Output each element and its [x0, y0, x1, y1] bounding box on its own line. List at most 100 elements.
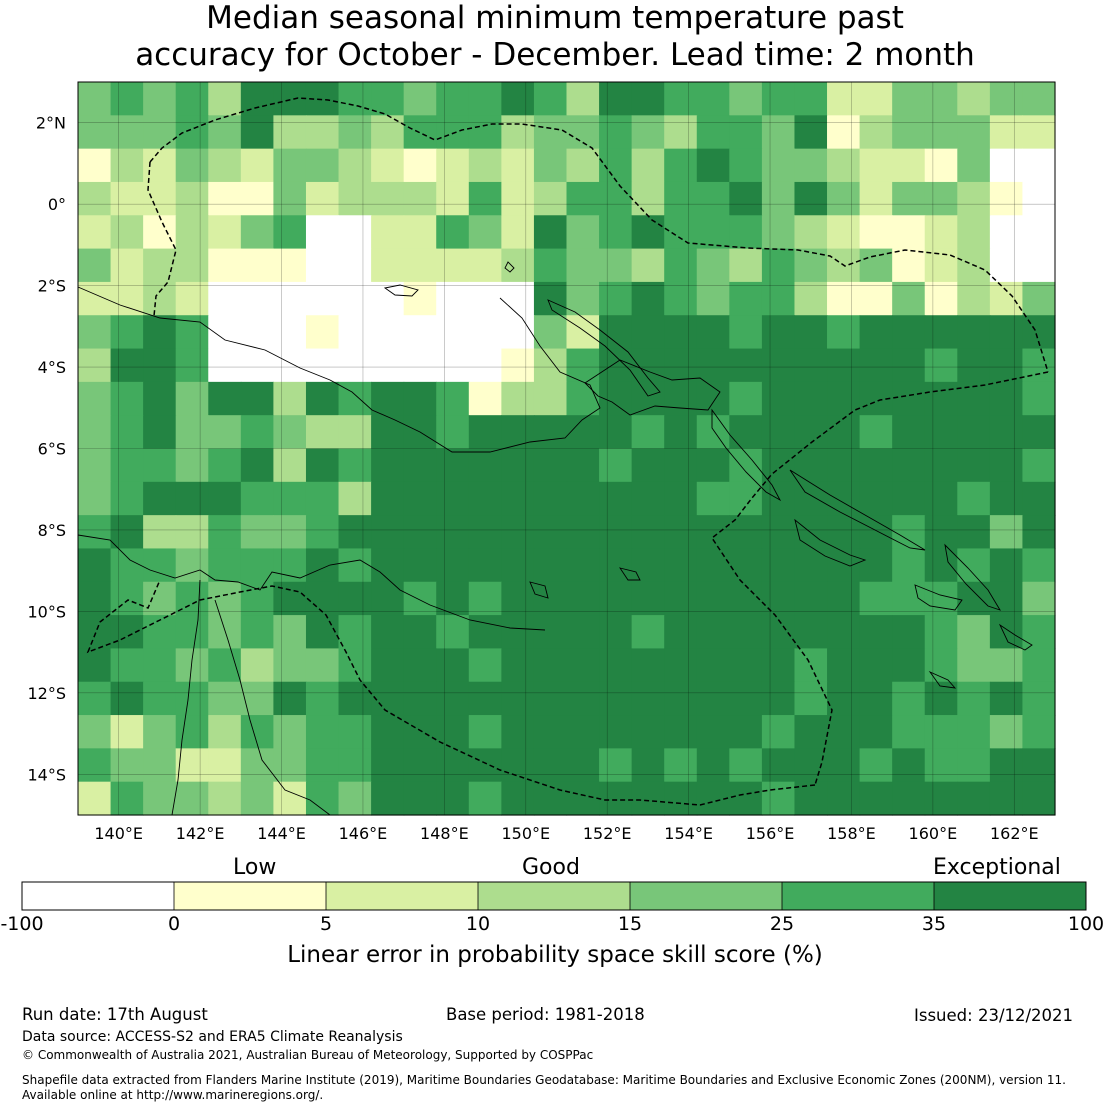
skill-cell	[78, 248, 112, 283]
skill-cell	[827, 381, 861, 416]
skill-cell	[371, 781, 405, 816]
skill-cell	[110, 348, 144, 383]
skill-cell	[468, 215, 502, 250]
skill-cell	[533, 248, 568, 283]
skill-cell	[761, 181, 796, 216]
skill-cell	[436, 415, 470, 450]
lat-tick-label: 0°	[48, 195, 66, 214]
skill-cell	[501, 181, 535, 216]
skill-cell	[989, 648, 1024, 683]
map-frame	[77, 81, 1056, 816]
skill-cell	[371, 181, 405, 216]
skill-cell	[436, 115, 470, 150]
skill-cell	[631, 381, 665, 416]
skill-cell	[794, 415, 828, 450]
skill-cell	[240, 648, 274, 683]
skill-cell	[273, 115, 307, 150]
skill-cell	[989, 248, 1024, 283]
skill-cell	[989, 415, 1024, 450]
skill-cell	[1022, 515, 1056, 550]
skill-cell	[273, 415, 307, 450]
skill-cell	[729, 381, 763, 416]
skill-cell	[175, 648, 209, 683]
skill-cell	[468, 381, 502, 416]
skill-cell	[957, 648, 991, 683]
skill-cell	[827, 515, 861, 550]
skill-cell	[305, 715, 340, 749]
skill-cell	[924, 215, 958, 250]
skill-cell	[240, 215, 274, 250]
colorbar-bound: 35	[921, 913, 947, 935]
skill-cell	[631, 681, 665, 716]
skill-cell	[501, 681, 535, 716]
skill-cell	[110, 215, 144, 250]
skill-cell	[892, 681, 926, 716]
skill-cell	[599, 615, 633, 650]
skill-cell	[533, 681, 568, 716]
lon-tick-label: 158°E	[827, 824, 876, 843]
skill-cell	[794, 281, 828, 316]
skill-cell	[240, 115, 274, 150]
legend-category-exceptional: Exceptional	[933, 855, 1061, 880]
skill-cell	[143, 315, 177, 350]
colorbar-bound: 0	[167, 913, 181, 935]
skill-cell	[631, 115, 665, 150]
skill-cell	[1022, 581, 1056, 616]
skill-cell	[371, 148, 405, 183]
skill-cell	[1022, 415, 1056, 450]
skill-cell	[664, 115, 698, 150]
skill-cell	[110, 281, 144, 316]
skill-cell	[78, 648, 112, 683]
skill-cell	[794, 715, 828, 749]
skill-cell	[78, 715, 112, 749]
skill-cell	[761, 381, 796, 416]
skill-cell	[436, 781, 470, 816]
skill-cell	[664, 315, 698, 350]
skill-cell	[468, 315, 502, 350]
skill-cell	[436, 348, 470, 383]
skill-cell	[761, 315, 796, 350]
skill-cell	[273, 82, 307, 116]
skill-cell	[371, 715, 405, 749]
skill-cell	[305, 248, 340, 283]
skill-cell	[338, 448, 372, 483]
lon-tick-label: 160°E	[909, 824, 958, 843]
skill-cell	[143, 715, 177, 749]
skill-cell	[599, 648, 633, 683]
skill-cell	[631, 781, 665, 816]
skill-cell	[892, 448, 926, 483]
skill-cell	[729, 281, 763, 316]
skill-cell	[208, 115, 242, 150]
skill-cell	[175, 248, 209, 283]
skill-cell	[175, 748, 209, 783]
skill-cell	[1022, 215, 1056, 250]
skill-cell	[501, 415, 535, 450]
skill-cell	[371, 681, 405, 716]
skill-cell	[566, 748, 600, 783]
skill-cell	[989, 715, 1024, 749]
colorbar-bound: -100	[0, 913, 44, 935]
skill-cell	[566, 215, 600, 250]
skill-cell	[175, 82, 209, 116]
skill-cell	[989, 581, 1024, 616]
skill-cell	[696, 748, 730, 783]
skill-cell	[859, 581, 893, 616]
skill-cell	[566, 481, 600, 516]
skill-cell	[436, 481, 470, 516]
skill-cell	[78, 115, 112, 150]
map-title-line1: Median seasonal minimum temperature past	[206, 0, 904, 36]
skill-cell	[305, 548, 340, 583]
skill-cell	[827, 215, 861, 250]
skill-cell	[729, 315, 763, 350]
skill-cell	[533, 548, 568, 583]
skill-cell	[631, 715, 665, 749]
skill-cell	[110, 681, 144, 716]
skill-cell	[533, 148, 568, 183]
skill-cell	[501, 348, 535, 383]
skill-cell	[468, 82, 502, 116]
skill-cell	[436, 381, 470, 416]
skill-cell	[696, 315, 730, 350]
skill-cell	[761, 148, 796, 183]
skill-cell	[859, 115, 893, 150]
skill-cell	[468, 415, 502, 450]
